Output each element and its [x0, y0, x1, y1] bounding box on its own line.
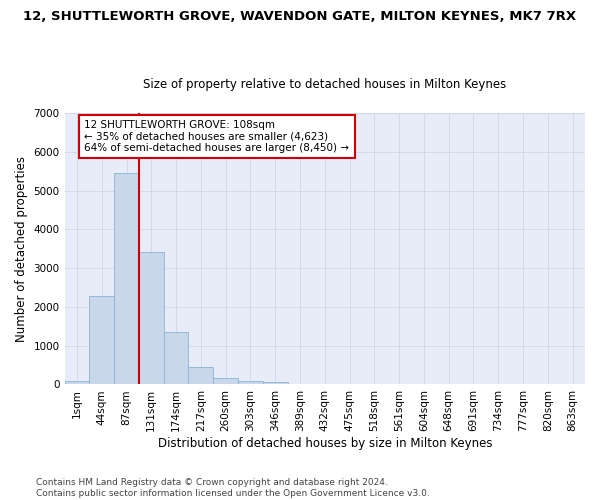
Text: Contains HM Land Registry data © Crown copyright and database right 2024.
Contai: Contains HM Land Registry data © Crown c…	[36, 478, 430, 498]
Bar	[238, 380, 263, 384]
Bar	[139, 252, 164, 384]
X-axis label: Distribution of detached houses by size in Milton Keynes: Distribution of detached houses by size …	[158, 437, 492, 450]
Bar	[188, 368, 213, 384]
Y-axis label: Number of detached properties: Number of detached properties	[15, 156, 28, 342]
Bar	[213, 378, 238, 384]
Bar	[164, 332, 188, 384]
Text: 12 SHUTTLEWORTH GROVE: 108sqm
← 35% of detached houses are smaller (4,623)
64% o: 12 SHUTTLEWORTH GROVE: 108sqm ← 35% of d…	[85, 120, 349, 153]
Text: 12, SHUTTLEWORTH GROVE, WAVENDON GATE, MILTON KEYNES, MK7 7RX: 12, SHUTTLEWORTH GROVE, WAVENDON GATE, M…	[23, 10, 577, 23]
Bar	[65, 382, 89, 384]
Bar	[263, 382, 287, 384]
Title: Size of property relative to detached houses in Milton Keynes: Size of property relative to detached ho…	[143, 78, 506, 91]
Bar	[114, 173, 139, 384]
Bar	[89, 296, 114, 384]
